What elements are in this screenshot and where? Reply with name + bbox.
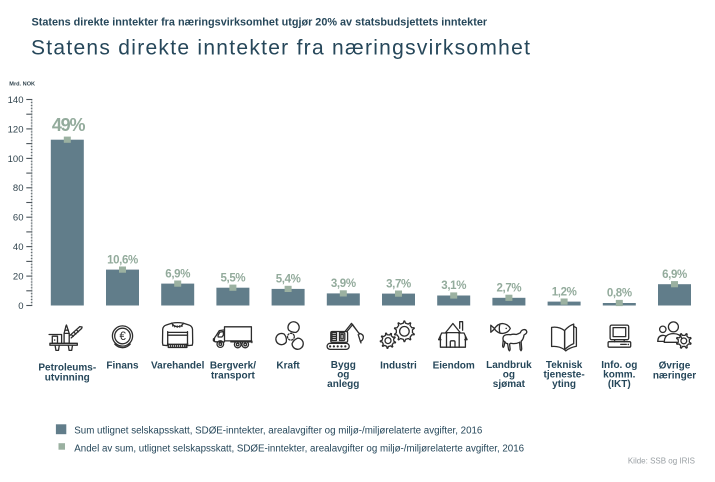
svg-text:80: 80 xyxy=(13,183,24,194)
svg-text:og: og xyxy=(337,370,349,381)
svg-text:anlegg: anlegg xyxy=(327,379,359,390)
svg-text:2,7%: 2,7% xyxy=(496,283,521,295)
svg-text:3,9%: 3,9% xyxy=(331,278,356,290)
svg-text:komm.: komm. xyxy=(603,370,635,381)
svg-text:40: 40 xyxy=(13,242,24,253)
svg-text:tjeneste-: tjeneste- xyxy=(544,370,585,381)
svg-text:6,9%: 6,9% xyxy=(165,268,190,280)
svg-text:Varehandel: Varehandel xyxy=(151,361,205,372)
svg-text:transport: transport xyxy=(211,370,256,381)
svg-text:0: 0 xyxy=(18,301,23,312)
svg-text:5,4%: 5,4% xyxy=(276,274,301,286)
svg-text:Eiendom: Eiendom xyxy=(433,361,475,372)
svg-text:Info. og: Info. og xyxy=(601,360,637,371)
svg-text:Kilde: SSB og IRIS: Kilde: SSB og IRIS xyxy=(628,456,695,465)
svg-text:Statens direkte inntekter fra: Statens direkte inntekter fra næringsvir… xyxy=(31,37,531,60)
svg-text:Statens direkte inntekter fra: Statens direkte inntekter fra næringsvir… xyxy=(32,17,488,29)
svg-text:næringer: næringer xyxy=(653,370,696,381)
svg-text:6,9%: 6,9% xyxy=(662,269,687,281)
svg-text:Finans: Finans xyxy=(106,361,139,372)
svg-text:Sum utlignet selskapsskatt, SD: Sum utlignet selskapsskatt, SDØE-inntekt… xyxy=(74,425,482,436)
svg-text:(IKT): (IKT) xyxy=(608,379,631,390)
svg-text:49%: 49% xyxy=(52,115,86,135)
svg-text:Landbruk: Landbruk xyxy=(486,360,532,371)
svg-text:0,8%: 0,8% xyxy=(607,288,632,300)
svg-text:140: 140 xyxy=(8,95,24,106)
svg-text:Bergverk/: Bergverk/ xyxy=(210,361,256,372)
svg-text:Kraft: Kraft xyxy=(276,361,300,372)
svg-text:Petroleums-: Petroleums- xyxy=(38,363,96,374)
svg-text:1,2%: 1,2% xyxy=(552,286,577,298)
svg-text:Teknisk: Teknisk xyxy=(546,360,583,371)
svg-text:Øvrige: Øvrige xyxy=(659,361,691,372)
svg-text:€: € xyxy=(119,331,126,343)
svg-text:120: 120 xyxy=(8,124,24,135)
svg-text:og: og xyxy=(503,370,515,381)
svg-text:3,7%: 3,7% xyxy=(386,278,411,290)
svg-text:5,5%: 5,5% xyxy=(220,272,245,284)
svg-text:60: 60 xyxy=(13,213,24,224)
svg-text:20: 20 xyxy=(13,272,24,283)
svg-text:Andel av sum, utlignet selskap: Andel av sum, utlignet selskapsskatt, SD… xyxy=(74,444,524,455)
svg-text:10,6%: 10,6% xyxy=(107,254,138,266)
svg-text:sjømat: sjømat xyxy=(493,379,526,390)
svg-text:3,1%: 3,1% xyxy=(441,280,466,292)
svg-text:utvinning: utvinning xyxy=(45,373,90,384)
svg-text:Bygg: Bygg xyxy=(331,360,356,371)
svg-text:Mrd. NOK: Mrd. NOK xyxy=(9,82,35,88)
svg-text:yting: yting xyxy=(552,379,576,390)
svg-text:Industri: Industri xyxy=(380,361,417,372)
svg-text:100: 100 xyxy=(8,154,24,165)
